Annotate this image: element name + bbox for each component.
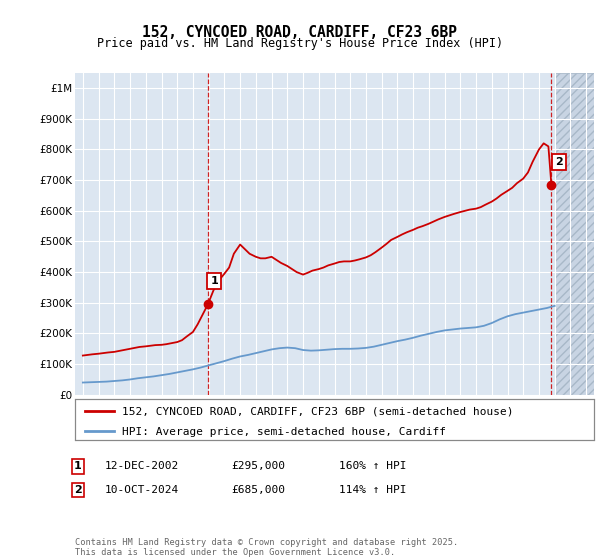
Text: 114% ↑ HPI: 114% ↑ HPI (339, 485, 407, 495)
Bar (554, 73, 594, 395)
Text: 152, CYNCOED ROAD, CARDIFF, CF23 6BP (semi-detached house): 152, CYNCOED ROAD, CARDIFF, CF23 6BP (se… (122, 407, 513, 417)
Text: £685,000: £685,000 (231, 485, 285, 495)
Text: 12-DEC-2002: 12-DEC-2002 (105, 461, 179, 472)
Text: 10-OCT-2024: 10-OCT-2024 (105, 485, 179, 495)
Text: 2: 2 (74, 485, 82, 495)
Text: 2: 2 (556, 157, 563, 167)
Text: £295,000: £295,000 (231, 461, 285, 472)
Text: 152, CYNCOED ROAD, CARDIFF, CF23 6BP: 152, CYNCOED ROAD, CARDIFF, CF23 6BP (143, 25, 458, 40)
Text: Contains HM Land Registry data © Crown copyright and database right 2025.
This d: Contains HM Land Registry data © Crown c… (75, 538, 458, 557)
Text: HPI: Average price, semi-detached house, Cardiff: HPI: Average price, semi-detached house,… (122, 427, 446, 437)
Text: 160% ↑ HPI: 160% ↑ HPI (339, 461, 407, 472)
Text: 1: 1 (211, 276, 218, 286)
Bar (554, 73, 594, 395)
Text: 1: 1 (74, 461, 82, 472)
Text: Price paid vs. HM Land Registry's House Price Index (HPI): Price paid vs. HM Land Registry's House … (97, 37, 503, 50)
